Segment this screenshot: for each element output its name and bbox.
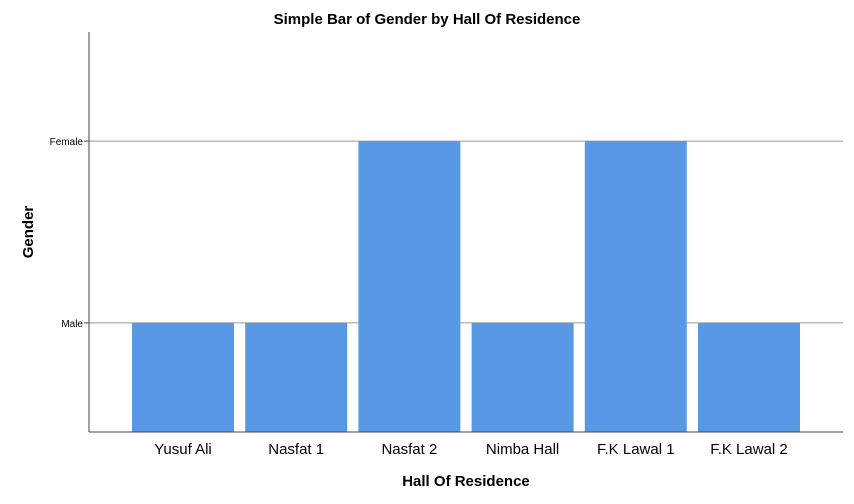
chart-title: Simple Bar of Gender by Hall Of Residenc… bbox=[274, 11, 581, 28]
x-tick-labels: Yusuf Ali Nasfat 1 Nasfat 2 Nimba Hall F.K L… bbox=[154, 441, 788, 458]
bar-f-k-lawal-2 bbox=[698, 322, 800, 432]
y-axis-title: Gender bbox=[20, 206, 37, 259]
axes bbox=[88, 32, 843, 433]
y-tick-label: Male bbox=[61, 319, 83, 330]
y-tick-labels: Male Female bbox=[50, 137, 89, 330]
x-axis-title: Hall Of Residence bbox=[402, 473, 530, 490]
x-tick-label: Nasfat 1 bbox=[268, 441, 324, 458]
x-tick-label: F.K Lawal 1 bbox=[597, 441, 675, 458]
bars bbox=[132, 141, 800, 432]
bar-yusuf-ali bbox=[132, 322, 234, 432]
y-tick-label: Female bbox=[50, 137, 84, 148]
x-tick-label: Nasfat 2 bbox=[381, 441, 437, 458]
bar-nimba-hall bbox=[471, 322, 574, 432]
x-tick-label: Nimba Hall bbox=[486, 441, 559, 458]
bar-nasfat-2 bbox=[358, 141, 461, 432]
bar-f-k-lawal-1 bbox=[584, 141, 687, 432]
gridlines bbox=[89, 140, 843, 324]
x-tick-label: F.K Lawal 2 bbox=[710, 441, 788, 458]
x-tick-label: Yusuf Ali bbox=[154, 441, 212, 458]
bar-nasfat-1 bbox=[245, 322, 348, 432]
